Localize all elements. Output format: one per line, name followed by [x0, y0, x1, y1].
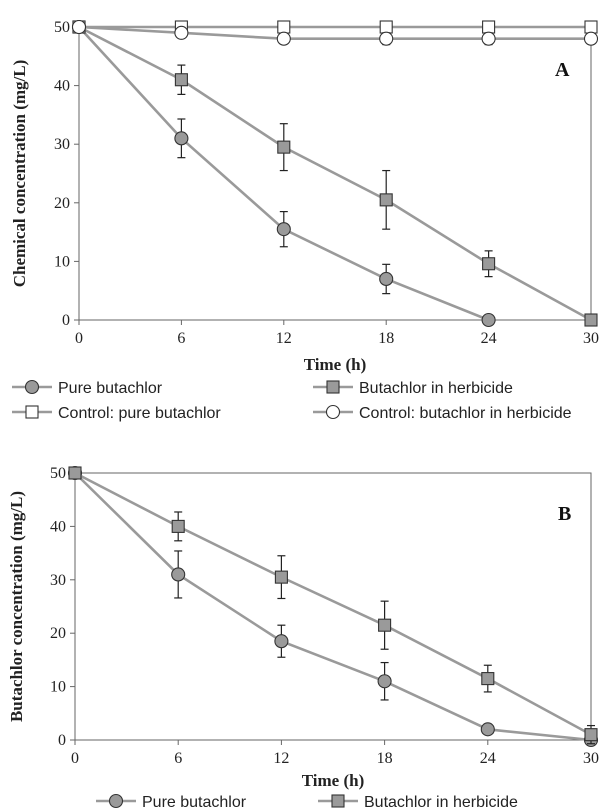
x-tick-label: 6	[177, 330, 185, 347]
y-tick-label: 0	[58, 732, 66, 749]
legend-marker	[325, 404, 341, 420]
y-axis-title: Chemical concentration (mg/L)	[10, 60, 29, 288]
y-tick-label: 10	[54, 253, 70, 270]
data-point	[274, 634, 289, 649]
plot-frame	[74, 472, 592, 741]
series-2	[72, 20, 598, 327]
x-tick-label: 24	[481, 330, 497, 347]
data-point	[481, 312, 496, 328]
data-point	[583, 31, 599, 46]
y-tick-label: 20	[50, 625, 66, 642]
x-tick-label: 18	[377, 750, 393, 767]
series-line	[78, 25, 591, 41]
data-point	[276, 31, 291, 46]
legend-label: Butachlor in herbicide	[359, 380, 513, 397]
data-point	[480, 722, 495, 737]
y-tick-label: 40	[50, 518, 66, 535]
legend-item: Control: pure butachlor	[12, 405, 221, 422]
legend-label: Control: butachlor in herbicide	[359, 405, 572, 422]
data-point	[379, 193, 393, 207]
data-point	[584, 20, 598, 34]
y-tick-label: 20	[54, 195, 70, 212]
x-tick-label: 12	[273, 750, 289, 767]
panel-label: B	[558, 503, 571, 525]
data-point	[482, 257, 496, 271]
legend-marker	[25, 405, 39, 419]
series-line	[74, 472, 592, 742]
legend-marker	[24, 379, 40, 395]
data-point	[174, 25, 189, 40]
legend-item: Butachlor in herbicide	[313, 380, 513, 397]
x-tick-label: 30	[583, 750, 599, 767]
legend-item: Pure butachlor	[12, 379, 163, 397]
panel-label: A	[555, 59, 570, 81]
legend-label: Pure butachlor	[58, 380, 163, 397]
legend-item: Control: butachlor in herbicide	[313, 404, 572, 422]
legend-label: Control: pure butachlor	[58, 405, 221, 422]
data-point	[379, 271, 394, 287]
x-tick-label: 6	[174, 750, 182, 767]
data-point	[174, 131, 189, 146]
legend: Pure butachlor Butachlor in herbicide Cont…	[12, 379, 572, 422]
legend-marker	[108, 793, 124, 809]
data-point	[377, 674, 392, 689]
data-point	[481, 672, 495, 686]
y-tick-label: 40	[54, 78, 70, 95]
data-point	[481, 31, 496, 46]
x-tick-label: 0	[71, 750, 79, 767]
x-axis-title: Time (h)	[302, 771, 365, 790]
data-point	[274, 570, 288, 584]
series-line	[74, 471, 592, 736]
data-point	[584, 313, 598, 327]
legend-label: Pure butachlor	[142, 794, 247, 811]
chart-panel-a: 0 10 20 30 40 50 0 6 12 18 24 30 Time (h) Chemical co…	[10, 19, 599, 422]
legend-item: Butachlor in herbicide	[318, 794, 518, 811]
x-tick-label: 0	[75, 330, 83, 347]
data-point	[584, 728, 598, 742]
data-point	[71, 19, 87, 35]
x-tick-label: 30	[583, 330, 599, 347]
data-point	[277, 20, 291, 34]
data-point	[379, 31, 394, 46]
y-axis-title: Butachlor concentration (mg/L)	[7, 491, 26, 722]
data-point	[174, 73, 188, 87]
y-tick-label: 50	[54, 19, 70, 36]
data-point	[171, 567, 186, 582]
data-point	[68, 466, 82, 480]
y-tick-label: 50	[50, 465, 66, 482]
y-tick-label: 0	[62, 312, 70, 329]
data-point	[171, 519, 185, 533]
series-line	[78, 26, 490, 322]
series-4	[71, 19, 599, 46]
data-point	[378, 618, 392, 632]
series-2	[68, 466, 598, 745]
legend-marker	[331, 794, 345, 808]
legend-item: Pure butachlor	[96, 793, 247, 811]
data-point	[276, 222, 291, 237]
legend-marker	[326, 380, 340, 394]
x-axis-title: Time (h)	[304, 355, 367, 374]
legend: Pure butachlor Butachlor in herbicide	[96, 793, 518, 811]
data-point	[379, 20, 393, 34]
y-tick-label: 30	[50, 572, 66, 589]
x-tick-label: 12	[276, 330, 292, 347]
series-1	[71, 19, 496, 328]
y-tick-label: 30	[54, 136, 70, 153]
series-line	[78, 25, 592, 322]
x-tick-label: 24	[480, 750, 496, 767]
x-tick-label: 18	[378, 330, 394, 347]
y-tick-label: 10	[50, 679, 66, 696]
legend-label: Butachlor in herbicide	[364, 794, 518, 811]
data-point	[482, 20, 496, 34]
data-point	[277, 140, 291, 154]
series-1	[67, 465, 599, 748]
chart-panel-b: 0 10 20 30 40 50 0 6 12 18 24 30 Time (h) Butachlor c…	[7, 465, 599, 811]
